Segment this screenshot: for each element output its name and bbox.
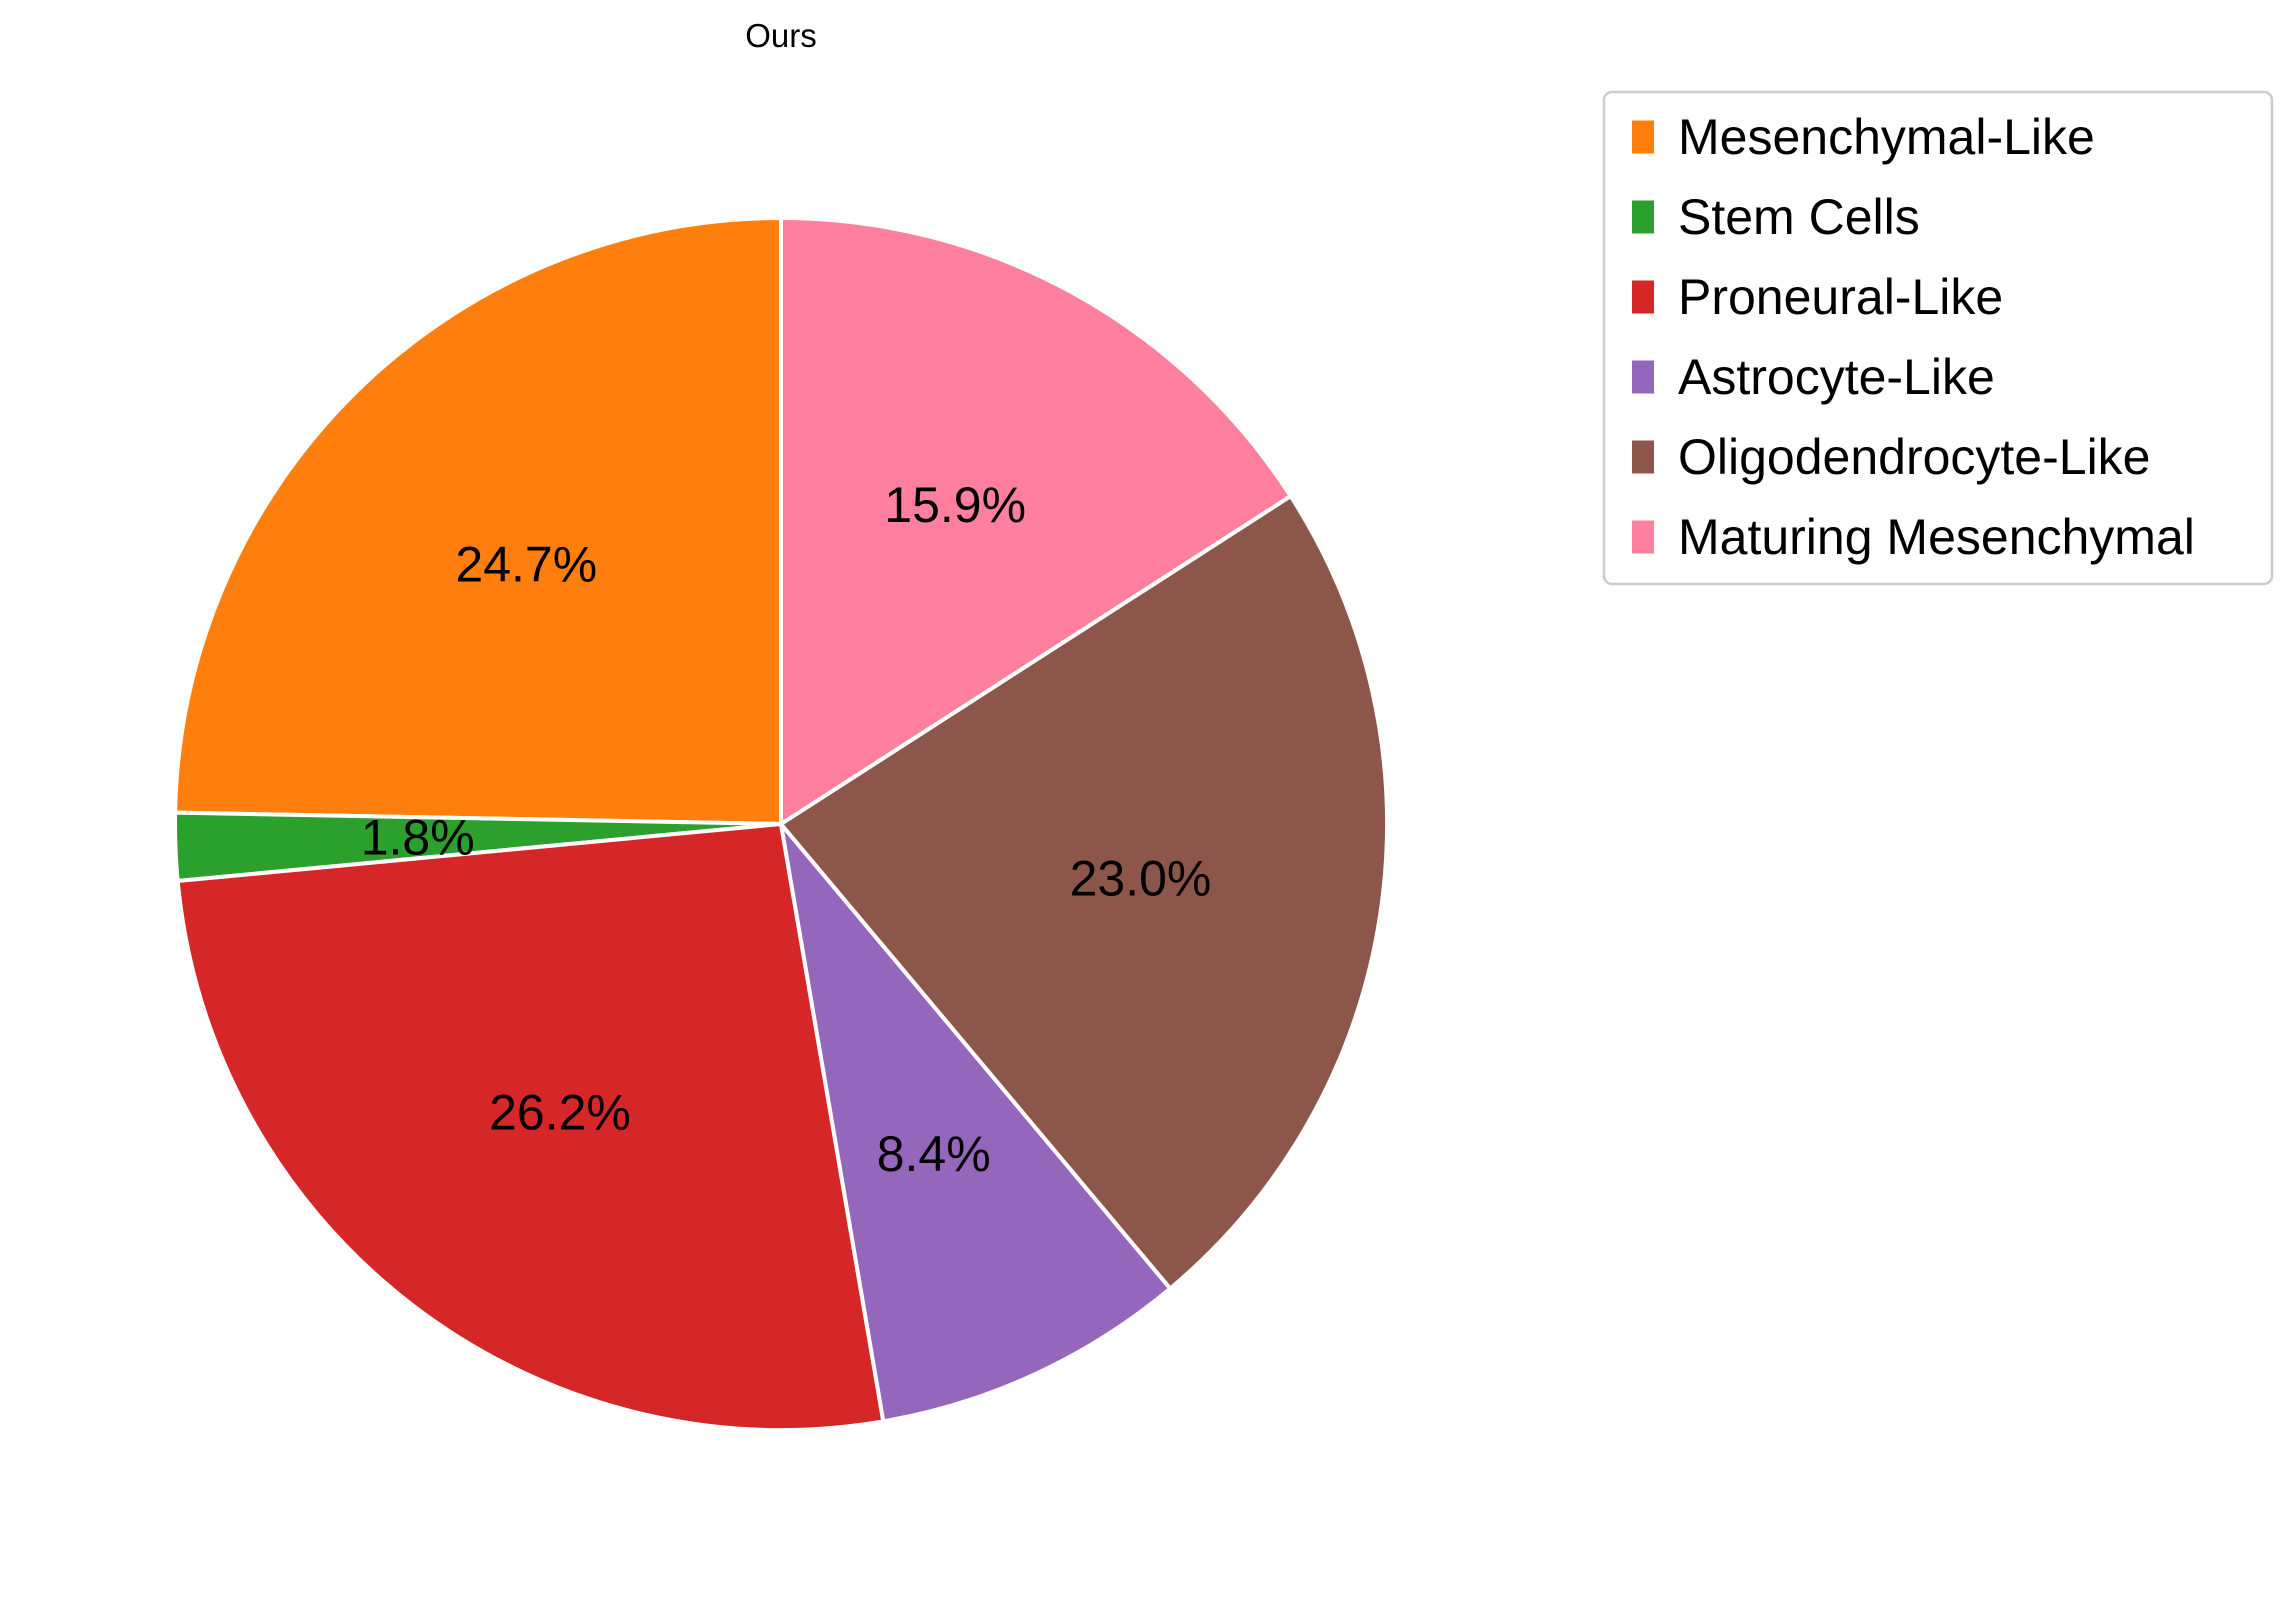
slice-percent-label: 23.0%: [1070, 851, 1212, 907]
legend-label: Stem Cells: [1678, 189, 1920, 245]
pie-slice-astrocyte-like: [779, 822, 1173, 1424]
legend-frame: [1602, 90, 2274, 586]
pie-slice-maturing-mesenchymal: [779, 216, 1293, 826]
legend-label: Proneural-Like: [1678, 269, 2003, 325]
legend: Mesenchymal-Like Stem Cells Proneural-Like…: [1602, 90, 2274, 586]
slice-percent-label: 8.4%: [877, 1126, 991, 1182]
legend-swatch: [1632, 280, 1654, 314]
legend-label: Oligodendrocyte-Like: [1678, 429, 2151, 485]
legend-swatch: [1632, 200, 1654, 234]
pie-slice-mesenchymal-like: [173, 216, 783, 826]
pie-slices: [173, 216, 1389, 1432]
chart-title: Ours: [745, 17, 817, 54]
slice-percent-label: 15.9%: [884, 477, 1026, 533]
pie-slice-oligodendrocyte-like: [779, 494, 1389, 1291]
pie-slice-proneural-like: [175, 822, 886, 1432]
pie-slice-labels: 24.7% 1.8% 26.2% 8.4% 23.0% 15.9%: [361, 477, 1212, 1182]
legend-swatch: [1632, 520, 1654, 554]
legend-label: Maturing Mesenchymal: [1678, 509, 2195, 565]
legend-label: Astrocyte-Like: [1678, 349, 1995, 405]
legend-label: Mesenchymal-Like: [1678, 109, 2095, 165]
slice-percent-label: 26.2%: [489, 1085, 631, 1141]
legend-swatch: [1632, 360, 1654, 394]
legend-swatch: [1632, 120, 1654, 154]
slice-percent-label: 1.8%: [361, 810, 475, 866]
legend-items: Mesenchymal-Like Stem Cells Proneural-Like…: [1632, 109, 2195, 565]
legend-swatch: [1632, 440, 1654, 474]
slice-percent-label: 24.7%: [455, 537, 597, 593]
